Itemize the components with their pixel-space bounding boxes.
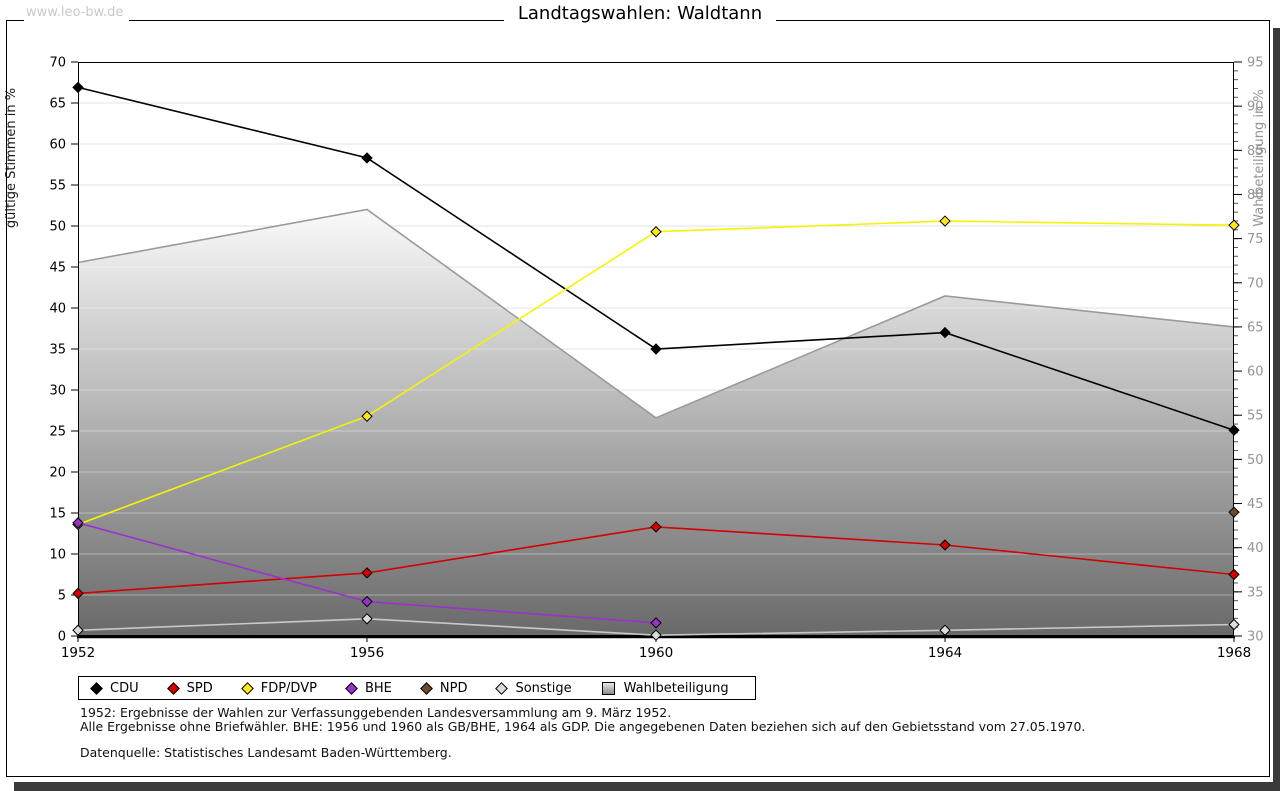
- svg-text:60: 60: [1247, 365, 1264, 380]
- legend-label-npd: NPD: [439, 680, 468, 696]
- svg-text:25: 25: [49, 425, 66, 440]
- svg-text:70: 70: [49, 56, 66, 71]
- legend-item-bhe: BHE: [345, 680, 392, 696]
- cdu-diamond-icon: [90, 681, 103, 695]
- left-axis-title: gültige Stimmen in %: [4, 88, 19, 228]
- frame-shadow-right: [1273, 28, 1280, 791]
- legend-label-cdu: CDU: [110, 680, 139, 696]
- legend-item-wahlbeteiligung: Wahlbeteiligung: [601, 680, 729, 696]
- svg-text:20: 20: [49, 466, 66, 481]
- frame-shadow-bottom: [14, 782, 1280, 791]
- svg-text:55: 55: [1247, 409, 1264, 424]
- npd-diamond-icon: [420, 681, 433, 695]
- footnote-source: Datenquelle: Statistisches Landesamt Bad…: [80, 745, 452, 760]
- svg-text:40: 40: [1247, 541, 1264, 556]
- legend-label-fdp-dvp: FDP/DVP: [260, 680, 317, 696]
- svg-text:30: 30: [1247, 630, 1264, 645]
- svg-text:65: 65: [49, 97, 66, 112]
- svg-text:10: 10: [49, 548, 66, 563]
- wahlbeteiligung-area-swatch-icon: [601, 681, 615, 695]
- svg-text:55: 55: [49, 179, 66, 194]
- sonstige-diamond-icon: [495, 681, 509, 695]
- spd-diamond-icon: [166, 681, 180, 695]
- chart-legend: CDU SPD FDP/DVP BHE NPD Sonstige Wahlbet…: [78, 676, 756, 700]
- svg-text:1964: 1964: [928, 645, 962, 661]
- series-npd: [1228, 506, 1240, 518]
- legend-label-wahlbeteiligung: Wahlbeteiligung: [623, 680, 729, 696]
- series-spd: [72, 521, 1240, 600]
- svg-text:65: 65: [1247, 320, 1264, 335]
- svg-text:1960: 1960: [639, 645, 673, 661]
- svg-text:45: 45: [49, 261, 66, 276]
- svg-text:90: 90: [1247, 100, 1264, 115]
- svg-text:15: 15: [49, 507, 66, 522]
- svg-text:85: 85: [1247, 144, 1264, 159]
- legend-label-spd: SPD: [186, 680, 213, 696]
- bhe-diamond-icon: [345, 681, 358, 695]
- series-bhe: [72, 517, 662, 629]
- fdp-dvp-diamond-icon: [240, 681, 254, 695]
- svg-text:70: 70: [1247, 276, 1264, 291]
- svg-text:60: 60: [49, 138, 66, 153]
- footnote-line-1: 1952: Ergebnisse der Wahlen zur Verfassu…: [80, 705, 672, 720]
- footnote-line-2: Alle Ergebnisse ohne Briefwähler. BHE: 1…: [80, 718, 1086, 734]
- svg-text:1968: 1968: [1217, 645, 1251, 661]
- svg-text:1952: 1952: [61, 645, 95, 661]
- series-cdu: [72, 81, 1240, 436]
- svg-text:1956: 1956: [350, 645, 384, 661]
- svg-text:35: 35: [1247, 585, 1264, 600]
- svg-text:30: 30: [49, 384, 66, 399]
- svg-text:95: 95: [1247, 56, 1264, 71]
- svg-text:35: 35: [49, 343, 66, 358]
- legend-label-bhe: BHE: [364, 680, 392, 696]
- legend-item-npd: NPD: [420, 680, 468, 696]
- svg-text:75: 75: [1247, 232, 1264, 247]
- legend-item-spd: SPD: [166, 680, 213, 696]
- svg-text:40: 40: [49, 302, 66, 317]
- svg-text:50: 50: [49, 220, 66, 235]
- series-sonstige: [72, 613, 1240, 641]
- watermark-url: www.leo-bw.de: [24, 5, 130, 22]
- svg-text:0: 0: [58, 630, 66, 645]
- svg-text:45: 45: [1247, 497, 1264, 512]
- legend-item-fdp-dvp: FDP/DVP: [240, 680, 317, 696]
- legend-label-sonstige: Sonstige: [515, 680, 572, 696]
- svg-text:80: 80: [1247, 188, 1264, 203]
- svg-text:50: 50: [1247, 453, 1264, 468]
- legend-item-sonstige: Sonstige: [495, 680, 572, 696]
- footnotes: 1952: Ergebnisse der Wahlen zur Verfassu…: [80, 706, 1085, 760]
- legend-item-cdu: CDU: [90, 680, 139, 696]
- right-axis-title: Wahlbeteiligung in %: [1252, 89, 1267, 226]
- series-fdp-dvp: [72, 215, 1240, 531]
- svg-text:5: 5: [58, 589, 66, 604]
